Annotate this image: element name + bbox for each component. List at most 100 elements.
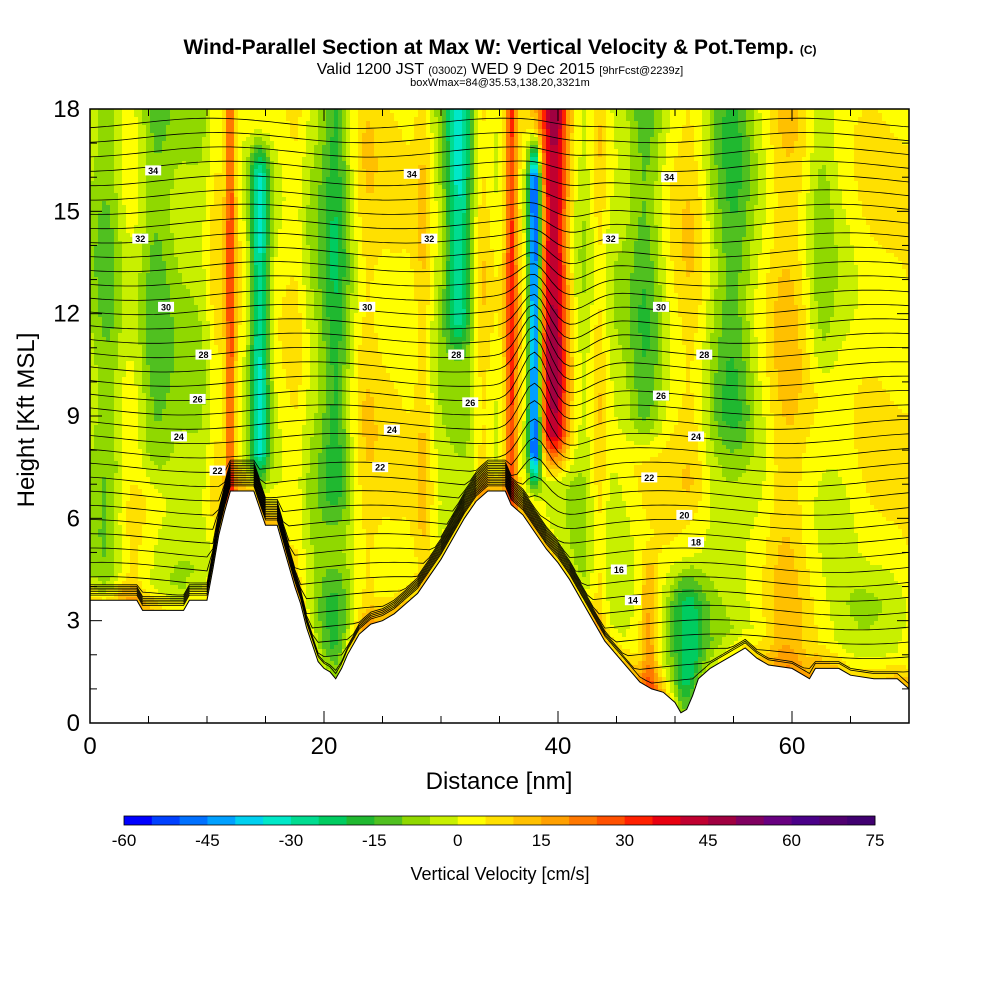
velocity-cell: [102, 125, 106, 129]
velocity-cell: [98, 137, 102, 141]
velocity-cell: [146, 513, 150, 517]
velocity-cell: [154, 217, 158, 221]
velocity-cell: [154, 561, 158, 565]
velocity-cell: [150, 125, 154, 129]
velocity-cell: [94, 417, 98, 421]
velocity-cell: [134, 169, 138, 173]
velocity-cell: [106, 273, 110, 277]
velocity-cell: [110, 481, 114, 485]
velocity-cell: [154, 201, 158, 205]
velocity-cell: [146, 321, 150, 325]
velocity-cell: [150, 313, 154, 317]
velocity-cell: [126, 245, 130, 249]
velocity-cell: [118, 461, 122, 465]
velocity-cell: [158, 161, 162, 165]
velocity-cell: [118, 333, 122, 337]
velocity-cell: [118, 417, 122, 421]
velocity-cell: [162, 337, 166, 341]
velocity-cell: [162, 573, 166, 577]
velocity-cell: [162, 285, 166, 289]
velocity-cell: [142, 333, 146, 337]
cross-section-chart: 34 34 3432 32 3230 30 3028 28 2826 262624242422 22…: [0, 0, 1000, 1000]
velocity-cell: [158, 513, 162, 517]
velocity-cell: [154, 513, 158, 517]
velocity-cell: [150, 517, 154, 521]
velocity-cell: [106, 481, 110, 485]
velocity-cell: [118, 521, 122, 525]
velocity-cell: [94, 433, 98, 437]
velocity-cell: [150, 473, 154, 477]
velocity-cell: [154, 281, 158, 285]
velocity-cell: [134, 113, 138, 117]
velocity-cell: [106, 485, 110, 489]
velocity-cell: [98, 401, 102, 405]
velocity-cell: [118, 345, 122, 349]
velocity-cell: [130, 445, 134, 449]
velocity-cell: [102, 465, 106, 469]
velocity-cell: [118, 237, 122, 241]
velocity-cell: [154, 205, 158, 209]
velocity-cell: [102, 345, 106, 349]
velocity-cell: [162, 201, 166, 205]
velocity-cell: [138, 393, 142, 397]
velocity-cell: [98, 413, 102, 417]
velocity-cell: [158, 125, 162, 129]
velocity-cell: [126, 161, 130, 165]
velocity-cell: [130, 169, 134, 173]
velocity-cell: [102, 117, 106, 121]
velocity-cell: [106, 165, 110, 169]
velocity-cell: [106, 181, 110, 185]
velocity-cell: [130, 437, 134, 441]
velocity-cell: [114, 405, 118, 409]
velocity-cell: [126, 421, 130, 425]
velocity-cell: [126, 553, 130, 557]
velocity-cell: [94, 501, 98, 505]
velocity-cell: [142, 117, 146, 121]
velocity-cell: [110, 549, 114, 553]
velocity-cell: [134, 333, 138, 337]
velocity-cell: [162, 421, 166, 425]
velocity-cell: [130, 397, 134, 401]
velocity-cell: [130, 509, 134, 513]
velocity-cell: [162, 257, 166, 261]
velocity-cell: [158, 501, 162, 505]
velocity-cell: [106, 505, 110, 509]
velocity-cell: [122, 529, 126, 533]
velocity-cell: [142, 473, 146, 477]
velocity-cell: [102, 161, 106, 165]
velocity-cell: [126, 365, 130, 369]
velocity-cell: [146, 277, 150, 281]
velocity-cell: [154, 393, 158, 397]
velocity-cell: [114, 205, 118, 209]
velocity-cell: [118, 217, 122, 221]
velocity-cell: [126, 473, 130, 477]
velocity-cell: [102, 485, 106, 489]
velocity-cell: [134, 377, 138, 381]
velocity-cell: [126, 405, 130, 409]
velocity-cell: [162, 389, 166, 393]
velocity-cell: [130, 385, 134, 389]
velocity-cell: [126, 397, 130, 401]
velocity-cell: [150, 281, 154, 285]
velocity-cell: [122, 333, 126, 337]
velocity-cell: [158, 417, 162, 421]
velocity-cell: [150, 249, 154, 253]
velocity-cell: [118, 209, 122, 213]
velocity-cell: [130, 301, 134, 305]
velocity-cell: [134, 129, 138, 133]
velocity-cell: [94, 521, 98, 525]
velocity-cell: [134, 429, 138, 433]
velocity-cell: [166, 457, 170, 461]
velocity-cell: [150, 225, 154, 229]
velocity-cell: [106, 309, 110, 313]
velocity-cell: [162, 249, 166, 253]
velocity-cell: [158, 133, 162, 137]
velocity-cell: [98, 161, 102, 165]
velocity-cell: [146, 461, 150, 465]
velocity-cell: [110, 333, 114, 337]
velocity-cell: [166, 201, 170, 205]
velocity-cell: [106, 541, 110, 545]
velocity-cell: [102, 193, 106, 197]
velocity-cell: [94, 193, 98, 197]
velocity-cell: [134, 357, 138, 361]
